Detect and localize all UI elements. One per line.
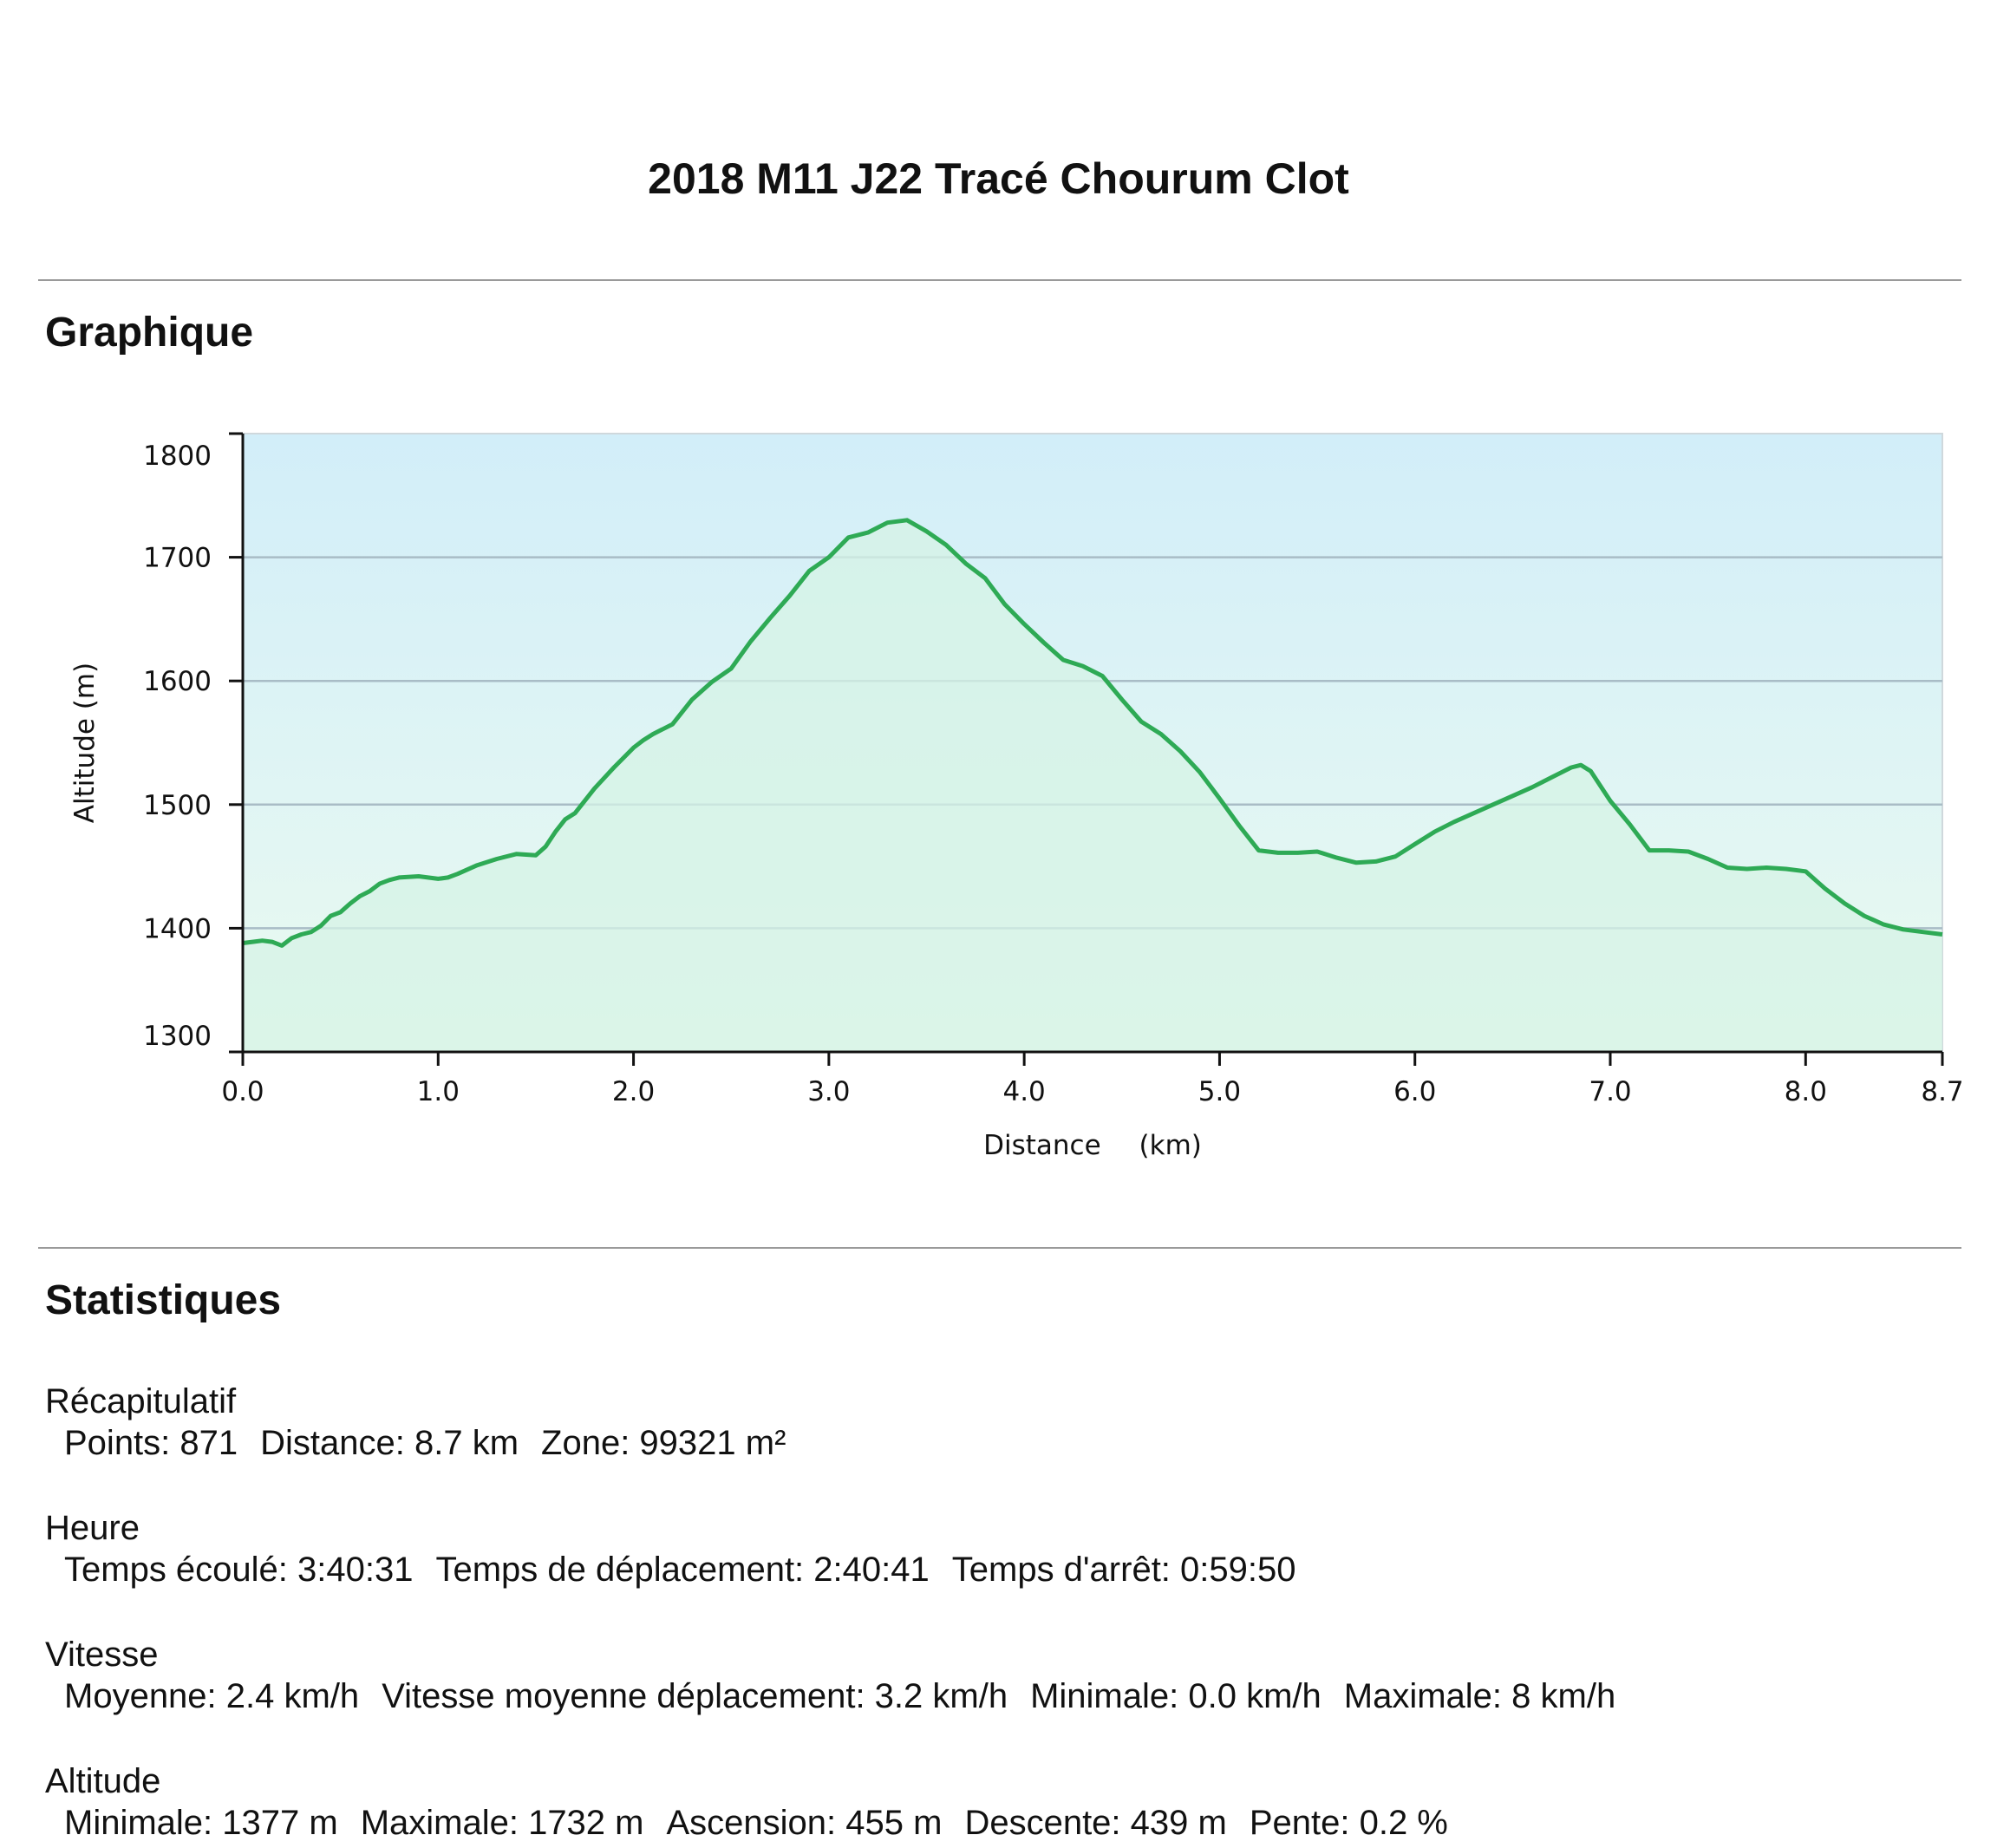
stat-item: Temps d'arrêt: 0:59:50: [951, 1551, 1296, 1589]
divider: [38, 1247, 1961, 1249]
elevation-line: [242, 518, 1943, 948]
x-tick-label: 8.0: [1785, 1076, 1827, 1107]
stat-item: Points: 871: [64, 1424, 238, 1462]
stat-group-title: Altitude: [45, 1762, 161, 1800]
axes: [241, 434, 1942, 1054]
stat-group-title: Vitesse: [45, 1636, 159, 1674]
y-tick-label: 1700: [143, 543, 212, 574]
stat-item: Temps de déplacement: 2:40:41: [435, 1551, 930, 1589]
x-tick-label: 1.0: [417, 1076, 460, 1107]
x-axis-ticks: 0.0 1.0 2.0 3.0 4.0 5.0 6.0 7.0 8.0 8.7: [221, 1052, 1964, 1107]
stat-item: Ascension: 455 m: [666, 1804, 943, 1842]
x-axis-label-name: Distance: [983, 1130, 1101, 1161]
x-tick-label: 4.0: [1002, 1076, 1045, 1107]
stat-item: Temps écoulé: 3:40:31: [64, 1551, 414, 1589]
stat-item: Vitesse moyenne déplacement: 3.2 km/h: [382, 1677, 1008, 1715]
stat-item: Pente: 0.2 %: [1249, 1804, 1448, 1842]
x-tick-label: 2.0: [612, 1076, 655, 1107]
y-axis-label: Altitude (m): [69, 663, 101, 823]
stat-item: Descente: 439 m: [964, 1804, 1227, 1842]
stat-item: Minimale: 0.0 km/h: [1030, 1677, 1322, 1715]
y-tick-label: 1400: [143, 913, 212, 944]
x-axis-label: Distance (km): [983, 1130, 1202, 1161]
x-axis-label-unit: (km): [1139, 1130, 1202, 1161]
y-tick-label: 1300: [143, 1021, 212, 1052]
divider: [38, 279, 1961, 281]
x-tick-label: 5.0: [1198, 1076, 1241, 1107]
x-tick-label: 8.7: [1921, 1076, 1963, 1107]
y-tick-label: 1500: [143, 790, 212, 821]
stat-group-title: Heure: [45, 1509, 140, 1547]
x-tick-label: 6.0: [1393, 1076, 1436, 1107]
stat-line: Temps écoulé: 3:40:31 Temps de déplacemen…: [64, 1549, 1319, 1590]
stat-line: Moyenne: 2.4 km/h Vitesse moyenne déplace…: [64, 1675, 1638, 1717]
stat-item: Distance: 8.7 km: [260, 1424, 519, 1462]
stat-line: Points: 871 Distance: 8.7 km Zone: 99321 m…: [64, 1422, 808, 1464]
y-axis-ticks: 1300 1400 1500 1600 1700 1800: [143, 432, 243, 1054]
page-title: 2018 M11 J22 Tracé Chourum Clot: [648, 154, 1349, 203]
x-tick-label: 0.0: [221, 1076, 264, 1107]
stat-item: Moyenne: 2.4 km/h: [64, 1677, 360, 1715]
graph-section-heading: Graphique: [45, 310, 254, 356]
stat-item: Zone: 99321 m²: [541, 1424, 786, 1462]
stat-group-title: Récapitulatif: [45, 1382, 237, 1420]
stat-item: Maximale: 8 km/h: [1343, 1677, 1616, 1715]
stat-line: Minimale: 1377 m Maximale: 1732 m Ascensio…: [64, 1802, 1471, 1844]
elevation-area: [243, 519, 1942, 1052]
x-tick-label: 7.0: [1589, 1076, 1631, 1107]
elevation-chart: 1300 1400 1500 1600 1700 1800 0.0 1.0 2.0 3.0 4.0…: [69, 432, 1964, 1161]
y-tick-label: 1800: [143, 441, 212, 472]
stats-section-heading: Statistiques: [45, 1277, 282, 1323]
stat-item: Maximale: 1732 m: [360, 1804, 644, 1842]
x-tick-label: 3.0: [807, 1076, 850, 1107]
stat-item: Minimale: 1377 m: [64, 1804, 338, 1842]
y-tick-label: 1600: [143, 666, 212, 697]
